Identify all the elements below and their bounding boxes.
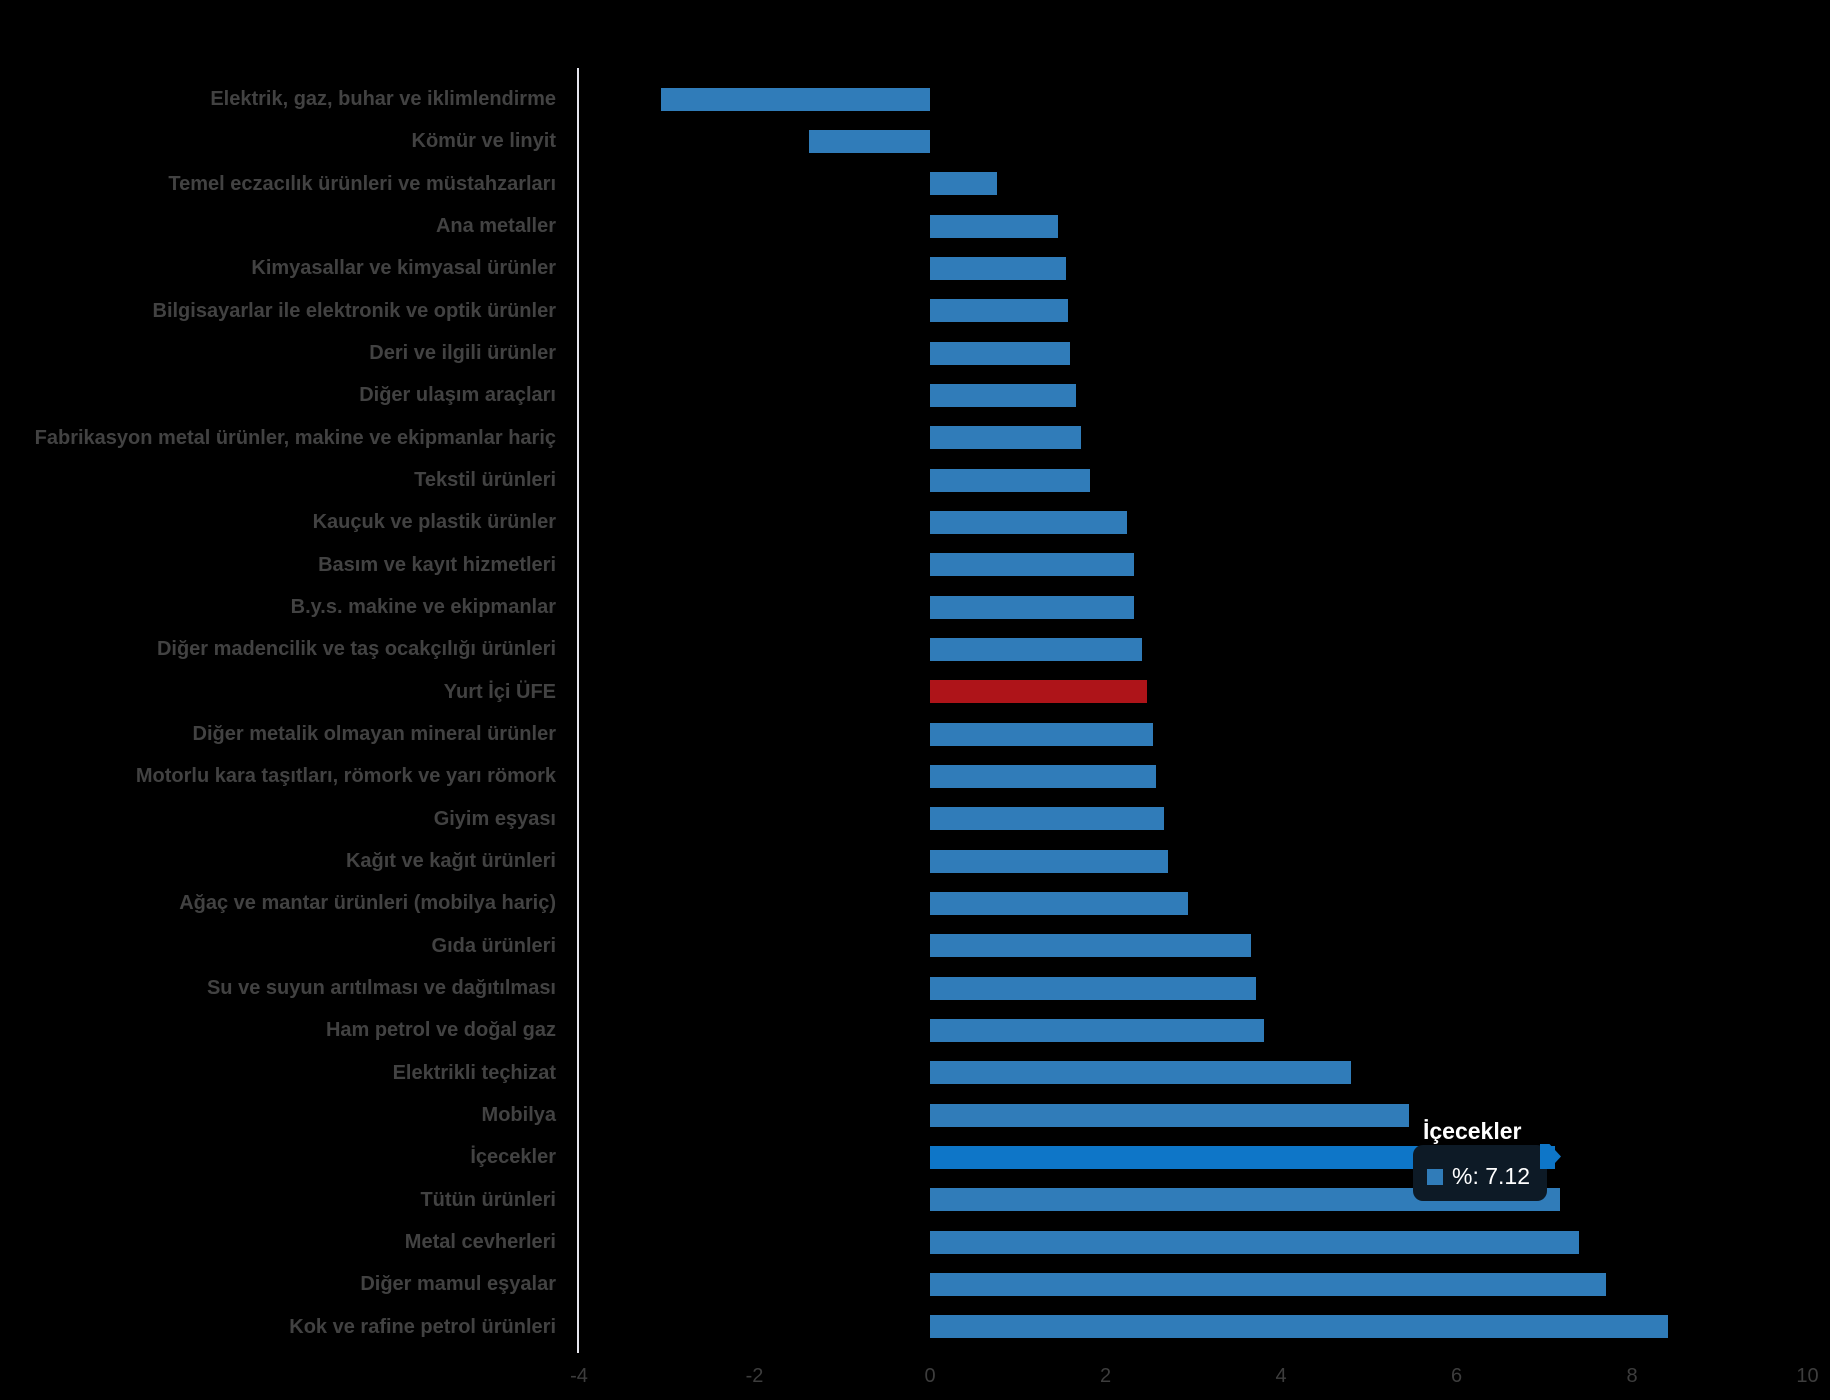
x-axis-tick-label: 8 (1626, 1365, 1638, 1387)
category-label: Diğer mamul eşyalar (360, 1273, 556, 1296)
category-label: B.y.s. makine ve ekipmanlar (290, 595, 556, 618)
category-label: Kauçuk ve plastik ürünler (312, 511, 556, 534)
bar[interactable] (930, 976, 1256, 1000)
category-label: Deri ve ilgili ürünler (369, 341, 556, 364)
y-axis-line (577, 68, 579, 1353)
category-label: Metal cevherleri (404, 1230, 556, 1253)
category-label: Ham petrol ve doğal gaz (325, 1019, 556, 1042)
category-label: Kömür ve linyit (411, 130, 556, 153)
bar[interactable] (930, 341, 1070, 365)
x-axis-tick-label: 2 (1099, 1365, 1112, 1387)
bar-highlighted[interactable] (930, 1145, 1555, 1169)
x-axis-tick-label: 0 (924, 1365, 936, 1387)
tooltip-value: %: 7.12 (1452, 1163, 1530, 1189)
bar[interactable] (930, 891, 1188, 915)
category-label: Elektrikli teçhizat (392, 1061, 556, 1084)
category-label: Elektrik, gaz, buhar ve iklimlendirme (210, 88, 556, 110)
bar[interactable] (930, 1061, 1352, 1085)
category-label: Diğer madencilik ve taş ocakçılığı ürünl… (156, 638, 556, 661)
x-axis-tick-label: -4 (570, 1365, 588, 1387)
bar[interactable] (930, 553, 1134, 577)
bar[interactable] (930, 426, 1081, 450)
x-axis-tick-label: 10 (1796, 1365, 1819, 1387)
bar[interactable] (930, 764, 1156, 788)
category-label: İçecekler (470, 1146, 556, 1169)
category-label: Bilgisayarlar ile elektronik ve optik ür… (152, 299, 557, 322)
tooltip-box: %: 7.12 (1413, 1145, 1547, 1201)
bar-pointer-arrow-icon (1540, 1144, 1561, 1169)
category-label: Kimyasallar ve kimyasal ürünler (251, 257, 556, 280)
x-axis-tick-label: -2 (745, 1365, 764, 1387)
bar[interactable] (930, 214, 1059, 238)
tooltip-title: İçecekler (1423, 1118, 1522, 1144)
category-label: Temel eczacılık ürünleri ve müstahzarlar… (168, 172, 556, 195)
category-label: Ana metaller (435, 214, 556, 237)
category-label: Su ve suyun arıtılması ve dağıtılması (206, 976, 556, 999)
bar[interactable] (930, 722, 1153, 746)
category-label: Kok ve rafine petrol ürünleri (289, 1315, 556, 1338)
category-label: Basım ve kayıt hizmetleri (318, 553, 556, 576)
category-label: Tekstil ürünleri (414, 468, 556, 491)
category-label: Kağıt ve kağıt ürünleri (345, 849, 556, 872)
category-label: Giyim eşyası (433, 807, 556, 830)
bar[interactable] (930, 637, 1143, 661)
category-label: Gıda ürünleri (431, 934, 556, 957)
series-color-swatch-icon (1427, 1169, 1443, 1185)
x-axis-tick-label: 4 (1275, 1365, 1287, 1387)
category-label: Motorlu kara taşıtları, römork ve yarı r… (135, 765, 556, 788)
category-label: Yurt İçi ÜFE (443, 680, 556, 703)
category-label: Diğer metalik olmayan mineral ürünler (192, 722, 556, 745)
category-label: Ağaç ve mantar ürünleri (mobilya hariç) (179, 892, 556, 915)
bar[interactable] (930, 510, 1127, 534)
bar[interactable] (930, 256, 1066, 280)
category-label: Diğer ulaşım araçları (359, 384, 556, 407)
x-axis-tick-label: 6 (1450, 1365, 1463, 1387)
bar[interactable] (930, 934, 1252, 958)
bar[interactable] (930, 1230, 1580, 1254)
bar[interactable] (930, 1018, 1265, 1042)
bar[interactable] (930, 849, 1168, 873)
bar[interactable] (808, 129, 930, 153)
bar[interactable] (930, 299, 1068, 323)
bar[interactable] (930, 1103, 1410, 1127)
bar[interactable] (930, 595, 1135, 619)
bar[interactable] (930, 468, 1090, 492)
bar[interactable] (930, 172, 997, 196)
bar[interactable] (930, 1315, 1668, 1339)
category-label: Fabrikasyon metal ürünler, makine ve eki… (34, 426, 556, 449)
bar[interactable] (930, 1188, 1561, 1212)
category-label: Mobilya (481, 1103, 556, 1126)
bar-total-emphasis[interactable] (930, 680, 1147, 704)
bar[interactable] (930, 383, 1076, 407)
bar[interactable] (661, 87, 930, 111)
category-label: Tütün ürünleri (420, 1188, 556, 1211)
bar[interactable] (930, 807, 1165, 831)
bar[interactable] (930, 1272, 1606, 1296)
